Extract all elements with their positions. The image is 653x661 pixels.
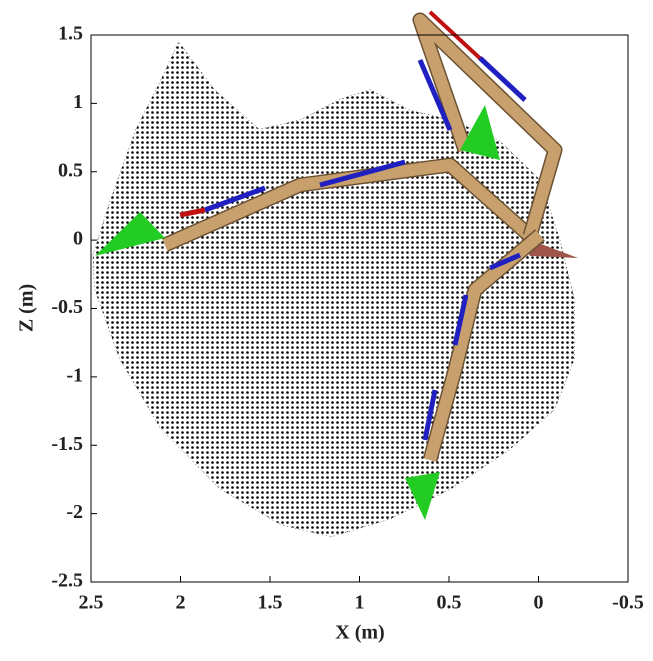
arm	[414, 14, 561, 238]
y-tick-label: -2	[66, 501, 83, 523]
x-tick-label: -0.5	[612, 592, 644, 614]
x-tick-label: 1	[355, 592, 365, 614]
cylinder	[478, 56, 527, 102]
bucket	[460, 105, 500, 160]
y-tick-label: -1.5	[51, 433, 83, 455]
y-tick-label: -1	[66, 364, 83, 386]
workspace-area	[92, 41, 575, 538]
y-tick-label: 0.5	[58, 159, 83, 181]
bucket	[405, 472, 440, 520]
cylinder	[204, 185, 266, 213]
y-tick-label: 1.5	[58, 23, 83, 45]
y-tick-label: -0.5	[51, 296, 83, 318]
x-tick-label: 2	[176, 592, 186, 614]
cylinder	[417, 59, 453, 131]
y-tick-label: -2.5	[51, 570, 83, 592]
y-axis-label: Z (m)	[16, 284, 38, 332]
cylinder	[319, 159, 406, 188]
x-tick-label: 1.5	[258, 592, 283, 614]
x-tick-label: 0	[534, 592, 544, 614]
workspace-layer	[92, 41, 575, 538]
x-axis-label: X (m)	[335, 622, 384, 644]
x-tick-label: 0.5	[437, 592, 462, 614]
cylinder	[489, 252, 521, 271]
arm	[162, 159, 534, 251]
excavator-drawings	[95, 10, 578, 520]
bucket	[95, 212, 165, 256]
cylinder	[452, 294, 469, 346]
y-tick-label: 1	[73, 91, 83, 113]
cylinder	[179, 207, 206, 218]
y-tick-label: 0	[73, 228, 83, 250]
x-tick-label: 2.5	[79, 592, 104, 614]
cylinder	[422, 389, 438, 441]
